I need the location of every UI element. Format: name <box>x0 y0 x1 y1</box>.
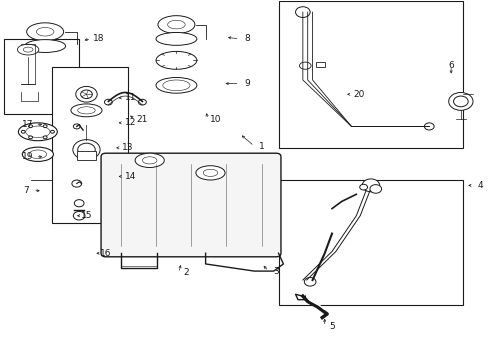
Circle shape <box>73 211 85 220</box>
Text: 12: 12 <box>124 118 136 127</box>
Text: 4: 4 <box>476 181 482 190</box>
Ellipse shape <box>142 157 157 164</box>
Ellipse shape <box>203 169 217 176</box>
Circle shape <box>73 140 100 159</box>
Text: 8: 8 <box>244 35 249 44</box>
Text: 11: 11 <box>124 93 136 102</box>
Text: 14: 14 <box>124 172 136 181</box>
Circle shape <box>359 184 367 190</box>
Ellipse shape <box>25 40 65 53</box>
Circle shape <box>138 99 146 105</box>
Bar <box>278 1 462 148</box>
Ellipse shape <box>156 32 197 45</box>
Bar <box>4 39 79 114</box>
Text: 2: 2 <box>183 268 188 277</box>
Bar <box>316 63 325 67</box>
Circle shape <box>78 143 95 156</box>
Text: 19: 19 <box>22 152 34 161</box>
Circle shape <box>72 180 81 187</box>
Ellipse shape <box>19 123 57 141</box>
Text: 1: 1 <box>258 141 264 150</box>
Text: 5: 5 <box>328 322 334 331</box>
Ellipse shape <box>167 20 185 29</box>
FancyBboxPatch shape <box>101 153 281 257</box>
Ellipse shape <box>26 126 50 138</box>
Text: 7: 7 <box>23 186 28 195</box>
Ellipse shape <box>29 150 46 158</box>
Circle shape <box>29 136 32 139</box>
Circle shape <box>73 124 80 129</box>
Circle shape <box>43 136 47 139</box>
Circle shape <box>81 90 92 99</box>
Text: 18: 18 <box>93 35 104 44</box>
Circle shape <box>362 179 379 192</box>
Circle shape <box>21 130 25 133</box>
Ellipse shape <box>71 104 102 117</box>
Circle shape <box>424 123 433 130</box>
Text: 15: 15 <box>81 211 92 220</box>
Circle shape <box>29 125 32 128</box>
Circle shape <box>448 93 472 111</box>
Text: 13: 13 <box>122 143 133 152</box>
Circle shape <box>43 125 47 128</box>
Circle shape <box>50 130 54 133</box>
Ellipse shape <box>158 16 195 33</box>
Text: 17: 17 <box>22 120 34 129</box>
Ellipse shape <box>23 47 33 52</box>
Circle shape <box>295 7 309 18</box>
Circle shape <box>369 185 381 193</box>
Circle shape <box>304 278 315 286</box>
Bar <box>77 152 96 160</box>
Text: 3: 3 <box>273 267 279 276</box>
Text: 20: 20 <box>352 90 364 99</box>
Ellipse shape <box>36 27 54 36</box>
Ellipse shape <box>22 147 53 161</box>
Text: 21: 21 <box>137 115 148 124</box>
Circle shape <box>104 99 112 105</box>
Circle shape <box>453 96 467 107</box>
Bar <box>52 67 127 223</box>
Circle shape <box>74 200 84 207</box>
Ellipse shape <box>156 77 197 93</box>
Ellipse shape <box>18 44 39 55</box>
Ellipse shape <box>27 23 63 41</box>
Ellipse shape <box>196 166 224 180</box>
Text: 6: 6 <box>447 61 453 70</box>
Bar <box>278 180 462 305</box>
Text: 10: 10 <box>209 115 221 124</box>
Text: 16: 16 <box>100 249 111 258</box>
Ellipse shape <box>135 153 164 167</box>
Ellipse shape <box>156 51 197 69</box>
Ellipse shape <box>299 62 310 69</box>
Text: 9: 9 <box>244 79 249 88</box>
Ellipse shape <box>78 107 95 114</box>
Circle shape <box>76 86 97 102</box>
Ellipse shape <box>163 80 190 91</box>
